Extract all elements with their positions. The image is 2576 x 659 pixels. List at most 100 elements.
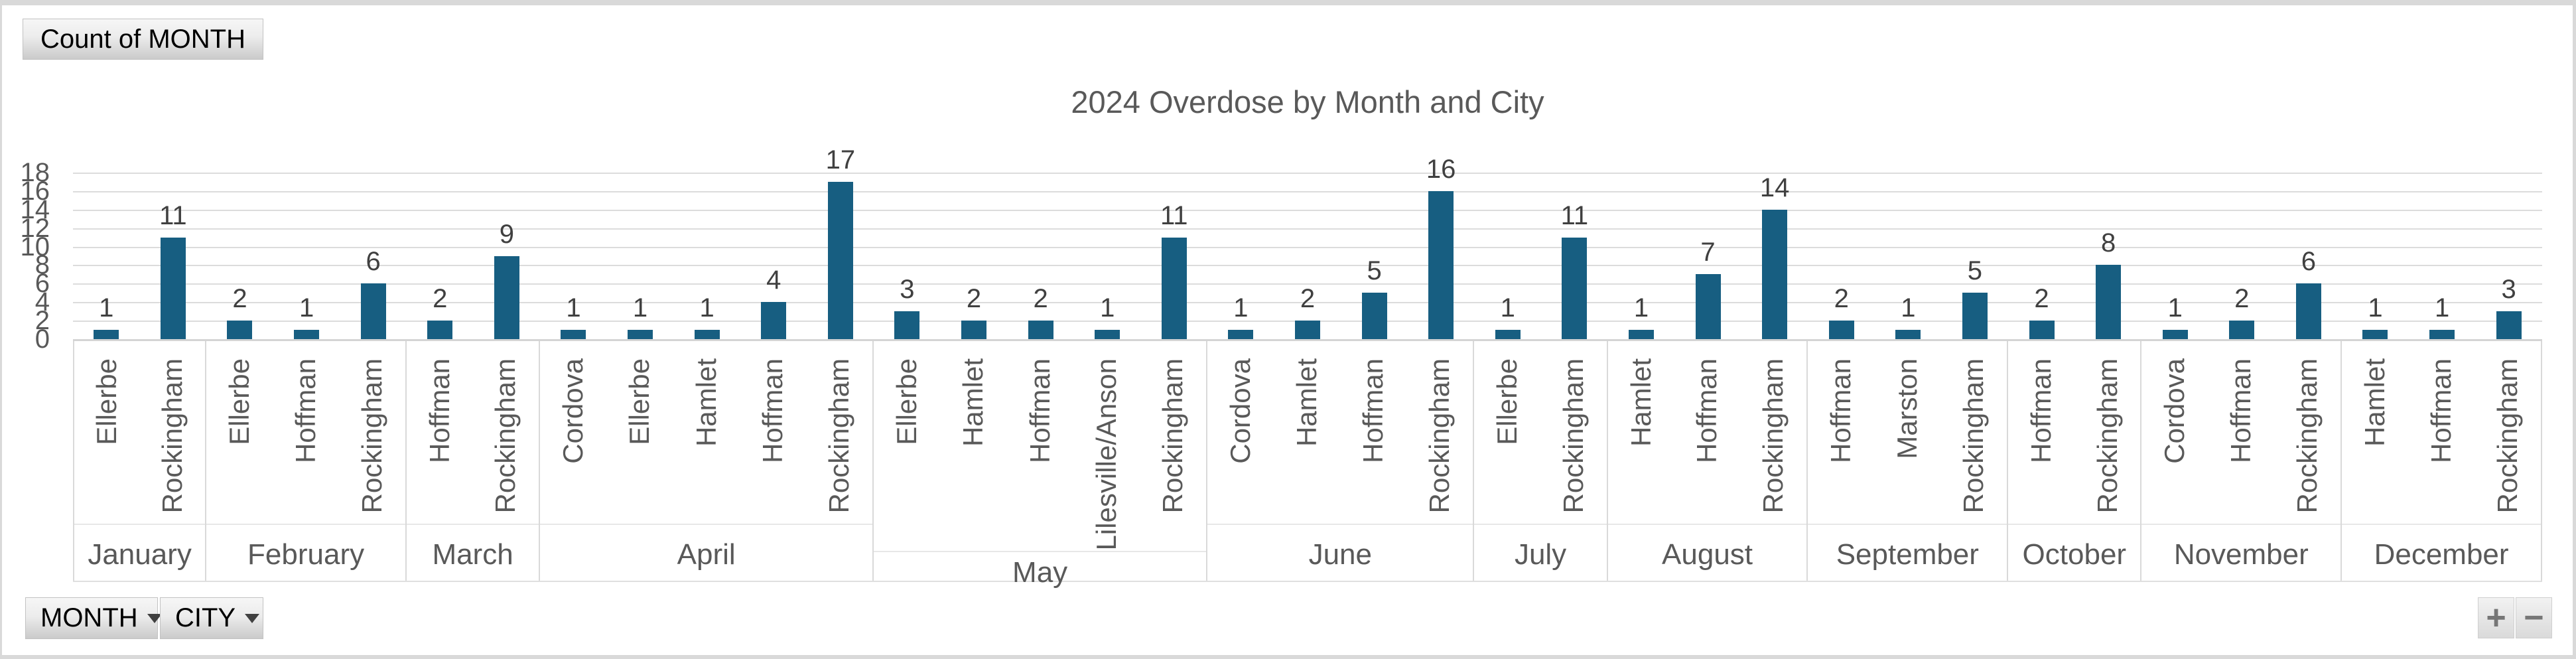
bar-february-hoffman[interactable] [294, 330, 320, 339]
month-axis-label: July [1514, 538, 1567, 571]
bar-august-rockingham[interactable] [1762, 209, 1788, 339]
y-tick-label: 2 [34, 306, 50, 336]
data-label: 3 [2501, 275, 2516, 305]
bar-november-rockingham[interactable] [2295, 283, 2321, 339]
axis-month-cell: Ellerbe Rockingham January [73, 341, 207, 581]
data-label: 2 [232, 284, 247, 314]
bar-january-rockingham[interactable] [160, 237, 186, 339]
city-label-slot: Hoffman [273, 358, 339, 524]
city-label-slot: Hoffman [2008, 358, 2074, 524]
bar-june-cordova[interactable] [1228, 330, 1254, 339]
data-label: 9 [499, 219, 514, 249]
city-label-slot: Rockingham [2274, 358, 2340, 524]
axis-month-cell: Ellerbe Hamlet Hoffman Lilesville/Anson Rock… [874, 341, 1208, 589]
expand-field-button[interactable]: + [2478, 597, 2514, 638]
bar-july-rockingham[interactable] [1562, 237, 1588, 339]
bar-april-rockingham[interactable] [827, 181, 853, 339]
bar-september-rockingham[interactable] [1962, 293, 1988, 339]
bar-october-rockingham[interactable] [2096, 265, 2122, 339]
city-label-slot: Ellerbe [606, 358, 673, 524]
bar-august-hoffman[interactable] [1695, 274, 1721, 339]
city-label-row: Hamlet Hoffman Rockingham [1607, 341, 1807, 525]
bar-september-hoffman[interactable] [1828, 321, 1854, 339]
city-label-row: Cordova Hoffman Rockingham [2141, 341, 2341, 525]
month-group-december: 1 1 3 [2342, 173, 2542, 339]
data-label: 1 [2368, 293, 2383, 323]
axis-month-cell: Hoffman Rockingham October [2008, 341, 2142, 581]
bar-slot: 2 [206, 173, 273, 339]
city-axis-label: Marston [1891, 358, 1923, 459]
bar-july-ellerbe[interactable] [1495, 330, 1521, 339]
gridline [73, 265, 2542, 267]
city-axis-label: Rockingham [356, 358, 387, 514]
data-label: 17 [825, 145, 856, 175]
bar-october-hoffman[interactable] [2029, 321, 2055, 339]
bar-april-hoffman[interactable] [761, 302, 787, 339]
bar-slot: 1 [2141, 173, 2208, 339]
month-group-november: 1 2 6 [2141, 173, 2342, 339]
data-label: 1 [1233, 293, 1249, 323]
bar-slot: 2 [2208, 173, 2275, 339]
bar-april-ellerbe[interactable] [628, 330, 653, 339]
bar-may-hoffman[interactable] [1028, 321, 1053, 339]
city-label-row: Cordova Ellerbe Hamlet Hoffman Rockingham [540, 341, 873, 525]
data-label: 5 [1367, 256, 1382, 286]
bar-january-ellerbe[interactable] [94, 330, 119, 339]
bar-may-lilesville/anson[interactable] [1095, 330, 1120, 339]
city-axis-label: Rockingham [1557, 358, 1589, 514]
city-axis-label: Lilesville/Anson [1090, 358, 1122, 551]
month-axis-label: December [2374, 538, 2509, 571]
bar-may-rockingham[interactable] [1161, 237, 1187, 339]
city-label-row: Hoffman Rockingham [2008, 341, 2141, 525]
bar-march-hoffman[interactable] [427, 321, 453, 339]
bar-september-marston[interactable] [1895, 330, 1921, 339]
city-label-slot: Hoffman [1340, 358, 1406, 524]
bar-december-rockingham[interactable] [2496, 311, 2522, 339]
city-label-slot: Ellerbe [874, 358, 940, 551]
bar-november-hoffman[interactable] [2229, 321, 2255, 339]
bar-slot: 1 [1608, 173, 1675, 339]
data-label: 16 [1426, 154, 1456, 184]
bar-june-hoffman[interactable] [1361, 293, 1387, 339]
bar-slot: 1 [673, 173, 740, 339]
bar-december-hamlet[interactable] [2362, 330, 2388, 339]
city-axis-label: Hamlet [690, 358, 722, 447]
city-axis-label: Hoffman [2025, 358, 2057, 463]
bar-february-ellerbe[interactable] [227, 321, 253, 339]
collapse-field-button[interactable]: − [2516, 597, 2552, 638]
bar-slot: 1 [540, 173, 607, 339]
bar-slot: 2 [1808, 173, 1875, 339]
bar-august-hamlet[interactable] [1628, 330, 1654, 339]
city-label-slot: Hamlet [1274, 358, 1340, 524]
bar-november-cordova[interactable] [2162, 330, 2188, 339]
value-field-button[interactable]: Count of MONTH [23, 19, 263, 60]
city-field-button[interactable]: CITY [160, 597, 263, 639]
data-label: 8 [2100, 228, 2116, 258]
bar-june-hamlet[interactable] [1294, 321, 1320, 339]
data-label: 11 [159, 200, 187, 230]
bar-february-rockingham[interactable] [360, 283, 386, 339]
city-axis-label: Rockingham [1757, 358, 1789, 514]
bar-may-hamlet[interactable] [961, 321, 987, 339]
month-field-button[interactable]: MONTH [25, 597, 162, 639]
bar-may-ellerbe[interactable] [894, 311, 920, 339]
bar-slot: 11 [1541, 173, 1608, 339]
city-axis-label: Hoffman [2425, 358, 2457, 463]
data-label: 2 [1834, 284, 1849, 314]
city-axis-label: Hoffman [423, 358, 455, 463]
bar-june-rockingham[interactable] [1428, 190, 1454, 339]
city-axis-label: Rockingham [156, 358, 188, 514]
bar-march-rockingham[interactable] [494, 256, 519, 339]
y-tick-label: 14 [20, 194, 50, 224]
bar-slot: 8 [2075, 173, 2142, 339]
month-group-may: 3 2 2 1 11 [874, 173, 1207, 339]
month-group-april: 1 1 1 4 17 [540, 145, 874, 339]
bar-december-hoffman[interactable] [2429, 330, 2455, 339]
bar-april-cordova[interactable] [561, 330, 586, 339]
axis-month-cell: Ellerbe Hoffman Rockingham February [206, 341, 407, 581]
city-label-slot: Cordova [2141, 358, 2208, 524]
bar-april-hamlet[interactable] [694, 330, 720, 339]
city-axis-label: Ellerbe [624, 358, 655, 445]
bar-slot: 7 [1674, 173, 1741, 339]
gridline [73, 190, 2542, 192]
